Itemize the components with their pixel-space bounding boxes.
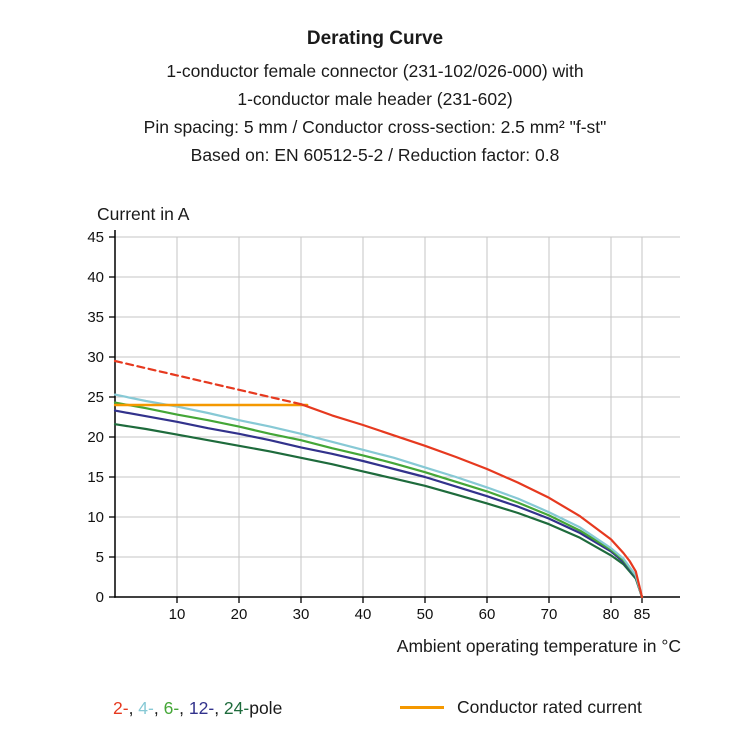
y-axis-label: Current in A — [97, 204, 190, 224]
y-tick-label-30: 30 — [87, 349, 104, 366]
legend-separator: , — [214, 698, 224, 718]
y-tick-label-20: 20 — [87, 429, 104, 446]
x-tick-label-20: 20 — [231, 606, 248, 623]
chart-subtitle-line-4: Based on: EN 60512-5-2 / Reduction facto… — [190, 145, 560, 165]
legend-separator: , — [153, 698, 164, 718]
series-12-pole — [113, 409, 644, 599]
chart-subtitle-line-3: Pin spacing: 5 mm / Conductor cross-sect… — [143, 117, 607, 137]
series-6-pole — [113, 401, 644, 599]
x-tick-label-60: 60 — [479, 606, 496, 623]
y-tick-label-15: 15 — [87, 469, 104, 486]
y-tick-label-35: 35 — [87, 309, 104, 326]
legend-pole-2: 2- — [113, 698, 129, 718]
legend-separator: , — [128, 698, 139, 718]
legend-pole-6: 6- — [163, 698, 180, 718]
derating-chart: 10 20 30 40 50 60 70 80 85 0 5 10 15 20 25 30 35 40 45 — [85, 228, 697, 630]
legend-rated-current: Conductor rated current — [400, 695, 642, 719]
y-tick-label-10: 10 — [87, 509, 104, 526]
series-24-pole — [113, 423, 644, 599]
x-tick-label-10: 10 — [169, 606, 186, 623]
x-axis-label: Ambient operating temperature in °C — [396, 636, 681, 656]
legend-pole-12: 12- — [188, 698, 215, 718]
y-tick-label-40: 40 — [87, 269, 104, 286]
legend-pole-suffix: pole — [249, 698, 283, 718]
rated-current-label: Conductor rated current — [457, 696, 642, 717]
y-tick-label-25: 25 — [87, 389, 104, 406]
x-tick-label-85: 85 — [634, 606, 651, 623]
x-tick-label-40: 40 — [355, 606, 372, 623]
chart-title: Derating Curve — [306, 28, 444, 49]
series-2-pole-dashed — [113, 359, 303, 406]
chart-canvas: 10 20 30 40 50 60 70 80 85 0 5 10 15 20 25 30 35 40 45 — [87, 229, 680, 623]
legend-separator: , — [179, 698, 189, 718]
y-tick-label-45: 45 — [87, 229, 104, 246]
series-2-pole — [299, 403, 644, 599]
rated-current-line-swatch — [400, 705, 444, 709]
series-4-pole — [113, 393, 644, 599]
chart-subtitle-line-1: 1-conductor female connector (231-102/02… — [166, 61, 584, 81]
chart-header: Derating Curve 1-conductor female connec… — [0, 28, 750, 169]
x-tick-label-70: 70 — [541, 606, 558, 623]
legend-pole-counts: 2-, 4-, 6-, 12-, 24-pole — [113, 698, 282, 719]
x-tick-label-80: 80 — [603, 606, 620, 623]
y-tick-label-5: 5 — [96, 549, 104, 566]
legend-pole-24: 24- — [223, 698, 250, 718]
x-tick-label-50: 50 — [417, 606, 434, 623]
x-tick-label-30: 30 — [293, 606, 310, 623]
y-tick-label-0: 0 — [96, 589, 104, 606]
legend-pole-4: 4- — [138, 698, 154, 718]
chart-subtitle-line-2: 1-conductor male header (231-602) — [237, 89, 513, 109]
